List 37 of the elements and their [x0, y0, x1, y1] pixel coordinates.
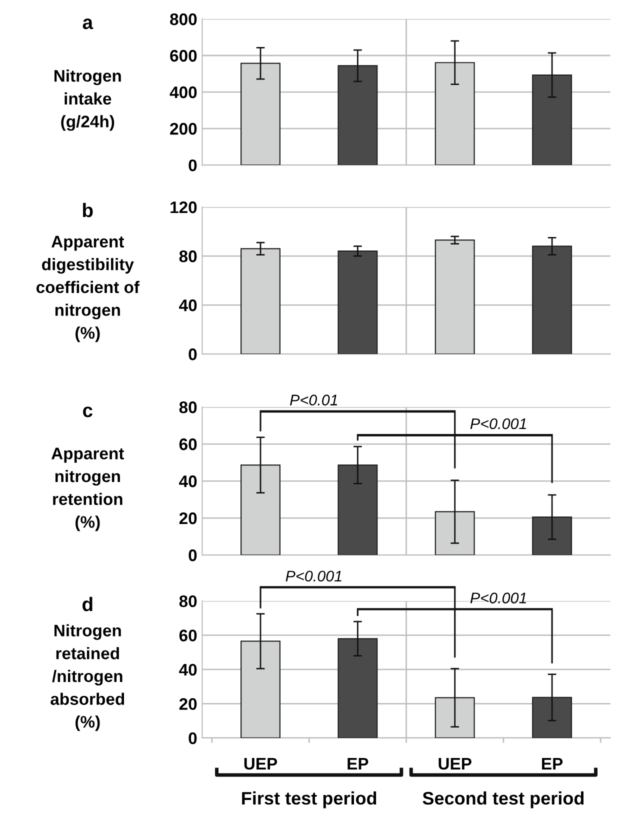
y-tick-label: 400: [170, 86, 197, 98]
y-tick-label: 60: [179, 438, 197, 450]
y-axis-title: Apparent digestibility coefficient of nitrogen (%): [36, 236, 140, 342]
y-tick-label: 40: [179, 664, 197, 676]
y-axis-title: Nitrogen intake (g/24h): [54, 70, 121, 131]
x-tick-label: UEP: [244, 758, 278, 770]
y-tick-label: 0: [188, 732, 197, 744]
text: P<0.01: [290, 394, 338, 406]
y-tick-label: 0: [188, 348, 197, 360]
chart-title: d: [82, 596, 92, 612]
y-tick-label: 600: [170, 50, 197, 62]
y-tick-label: 120: [170, 201, 197, 214]
text: Second test period: [422, 791, 584, 808]
x-tick-label: EP: [348, 758, 368, 770]
y-tick-label: 20: [179, 512, 197, 524]
y-axis-title: Apparent nitrogen retention (%): [51, 448, 124, 532]
y-tick-label: 80: [179, 595, 197, 608]
y-tick-label: 60: [179, 630, 197, 642]
y-axis-title: Nitrogen retained /nitrogen absorbed (%): [50, 624, 124, 732]
y-tick-label: 0: [188, 159, 197, 172]
y-tick-label: 80: [179, 250, 197, 262]
text: P<0.001: [286, 570, 342, 582]
y-tick-label: 200: [170, 122, 197, 135]
chart-title: a: [82, 18, 94, 30]
y-tick-label: 40: [179, 299, 197, 312]
text: First test period: [242, 791, 376, 808]
x-tick-label: EP: [542, 758, 563, 770]
annotation: P<0.001: [470, 592, 526, 604]
annotation: P<0.001: [470, 418, 526, 430]
y-tick-label: 800: [170, 13, 197, 26]
x-tick-label: UEP: [438, 758, 472, 770]
y-tick-label: 40: [179, 475, 197, 488]
y-tick-label: 20: [179, 698, 197, 710]
y-tick-label: 0: [188, 549, 197, 562]
y-tick-label: 80: [179, 401, 197, 414]
chart-title: c: [82, 406, 92, 418]
chart-title: b: [82, 202, 93, 218]
